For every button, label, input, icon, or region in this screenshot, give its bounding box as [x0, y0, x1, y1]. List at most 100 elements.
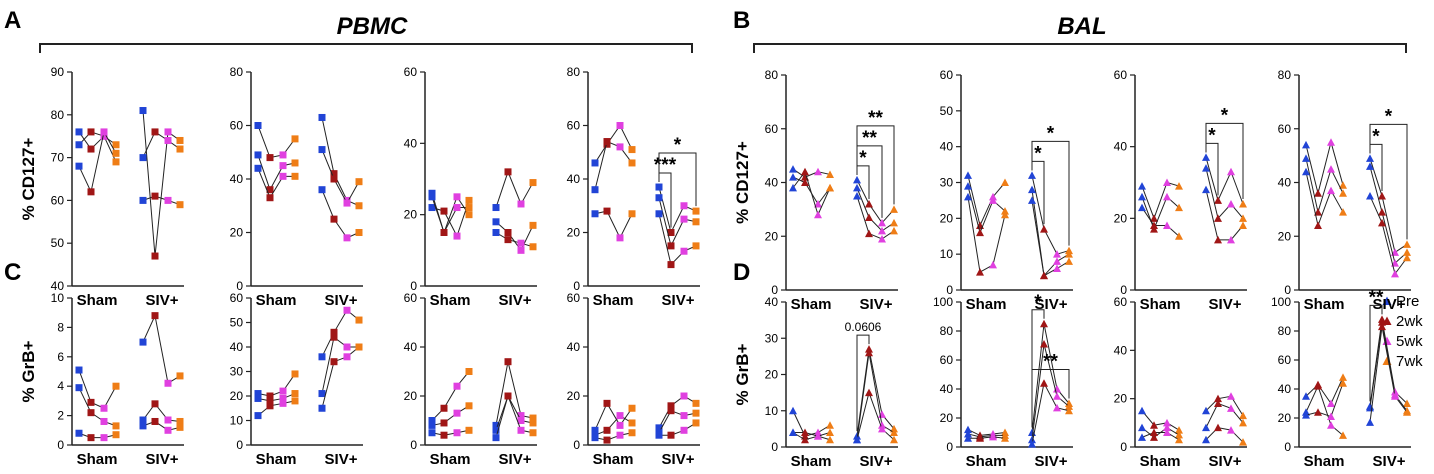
series-line [257, 125, 296, 159]
data-point [1314, 189, 1322, 197]
y-tick-label: 40 [940, 382, 954, 396]
data-point [254, 390, 262, 398]
data-point [112, 149, 120, 157]
x-category-label: SIV+ [662, 451, 695, 468]
y-tick-label: 40 [1114, 343, 1128, 357]
data-point [343, 343, 351, 351]
data-point [266, 397, 274, 405]
x-category-label: Sham [77, 451, 118, 468]
legend: Pre 2wk 5wk 7wk [1382, 293, 1423, 370]
data-point [1214, 196, 1222, 204]
data-point [989, 432, 997, 441]
data-point [330, 328, 338, 336]
series-line [321, 309, 360, 358]
data-point [814, 210, 822, 219]
data-point [890, 428, 898, 436]
y-tick-label: 20 [940, 211, 954, 225]
y-tick-label: 80 [1278, 68, 1292, 82]
series-line [495, 232, 534, 248]
data-point [1403, 399, 1411, 407]
data-point [1403, 248, 1411, 256]
data-point [1138, 192, 1146, 201]
significance-bracket [1031, 140, 1070, 246]
subplot-A2: 0 20 40 60 80 Sham SIV+ [230, 65, 363, 309]
series-line [1305, 158, 1344, 215]
data-point [453, 429, 461, 437]
x-category-label: Sham [791, 296, 832, 313]
data-point [254, 122, 262, 129]
data-point [1239, 411, 1247, 420]
data-point [266, 392, 274, 400]
series-line [658, 197, 697, 248]
significance-label: ** [1369, 287, 1384, 308]
subplot-C2: 0 10 20 30 40 50 60 Sham SIV+ [230, 291, 363, 468]
y-tick-label: 40 [940, 140, 954, 154]
data-point [517, 412, 525, 420]
data-point [529, 419, 537, 427]
series-line [495, 394, 534, 438]
x-category-label: SIV+ [1209, 296, 1242, 313]
y-tick-label: 60 [404, 291, 418, 305]
y-tick-label: 100 [1271, 295, 1291, 309]
data-point [616, 122, 624, 129]
data-point [1202, 153, 1210, 161]
series-line [1205, 189, 1244, 241]
data-point [692, 419, 700, 427]
series-line [792, 432, 831, 441]
data-point [465, 426, 473, 434]
series-line [968, 436, 1006, 439]
data-point [176, 136, 184, 144]
series-line [431, 405, 470, 426]
x-category-label: SIV+ [1373, 453, 1406, 469]
data-point [603, 436, 611, 444]
data-point [591, 434, 599, 442]
series-line [321, 117, 360, 207]
data-point [1040, 225, 1048, 233]
y-tick-label: 30 [230, 365, 244, 379]
data-point [176, 423, 184, 431]
data-point [801, 428, 809, 436]
data-point [465, 204, 473, 212]
data-point [330, 358, 338, 366]
data-point [1163, 423, 1171, 432]
data-point [440, 419, 448, 427]
y-tick-label: 40 [765, 295, 779, 309]
y-tick-label: 60 [230, 119, 244, 133]
series-line [1369, 158, 1408, 254]
y-tick-label: 80 [230, 65, 244, 79]
data-point [1163, 428, 1171, 436]
data-point [655, 210, 663, 218]
data-point [667, 261, 675, 269]
data-point [1065, 257, 1073, 265]
data-point [801, 167, 809, 176]
x-category-label: SIV+ [325, 451, 358, 468]
significance-label: ** [862, 128, 877, 149]
y-tick-label: 0 [410, 438, 417, 452]
data-point [151, 400, 159, 408]
y-tick-label: 20 [567, 226, 581, 240]
subplot-C1: 0 2 4 6 8 10 Sham SIV+ % GrB+ [19, 291, 184, 468]
data-point [826, 435, 834, 444]
y-tick-label: 0 [946, 440, 953, 454]
y-tick-label: 10 [230, 414, 244, 428]
significance-bracket [1031, 369, 1070, 428]
series-line [594, 140, 633, 190]
data-point [1053, 385, 1061, 393]
series-line [1141, 195, 1180, 231]
series-line [431, 196, 469, 234]
data-point [964, 171, 972, 179]
y-tick-label: 20 [567, 389, 581, 403]
series-line [967, 185, 1006, 235]
series-line [594, 210, 633, 239]
data-point [164, 379, 172, 387]
data-point [279, 151, 287, 159]
subplot-C4: 0 20 40 60 Sham SIV+ [567, 291, 700, 468]
series-line [1369, 166, 1408, 265]
data-point [428, 189, 436, 197]
series-line [1031, 381, 1070, 445]
data-point [75, 141, 83, 149]
data-point [1302, 411, 1310, 419]
data-point [100, 404, 108, 412]
data-point [1314, 382, 1322, 390]
data-point [1214, 214, 1222, 222]
